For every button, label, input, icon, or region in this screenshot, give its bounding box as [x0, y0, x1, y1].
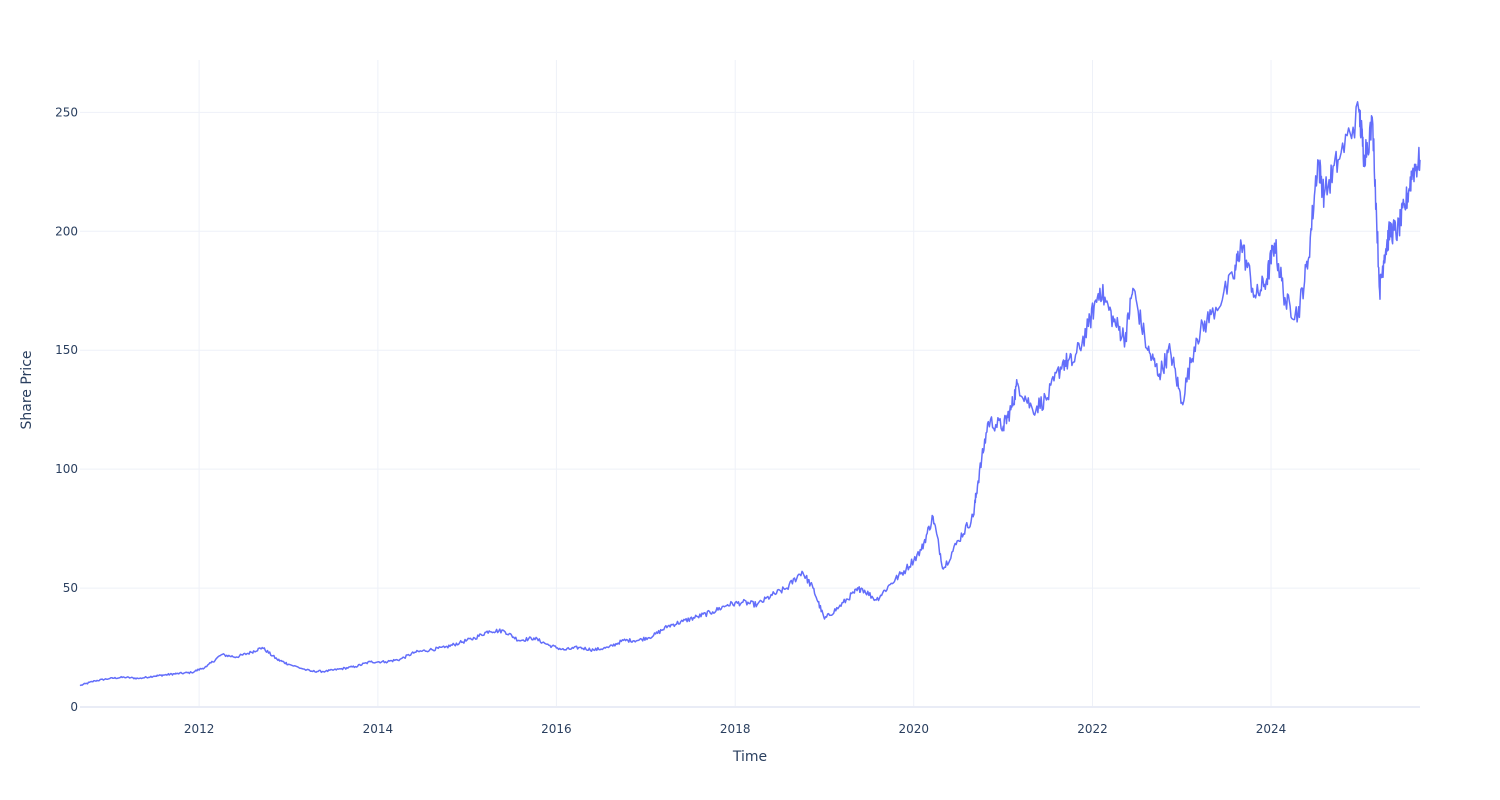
tick-layer: 2012 2014 2016 2018 2020 2022 2024 0 50 100 150 200…	[55, 105, 1286, 736]
y-axis-title: Share Price	[19, 350, 35, 429]
grid-layer	[80, 60, 1420, 708]
y-tick-label: 50	[63, 581, 78, 595]
x-axis-title: Time	[732, 749, 767, 765]
y-tick-label: 150	[55, 343, 78, 357]
x-tick-label: 2020	[898, 722, 929, 736]
x-tick-label: 2012	[184, 722, 215, 736]
x-tick-label: 2022	[1077, 722, 1108, 736]
share-price-series-line	[79, 101, 1421, 687]
y-tick-label: 100	[55, 462, 78, 476]
x-tick-label: 2018	[720, 722, 751, 736]
y-tick-label: 250	[55, 105, 78, 119]
y-tick-label: 200	[55, 224, 78, 238]
series-layer	[79, 101, 1421, 687]
x-tick-label: 2014	[363, 722, 394, 736]
x-tick-label: 2024	[1256, 722, 1287, 736]
x-tick-label: 2016	[541, 722, 572, 736]
y-tick-label: 0	[70, 700, 78, 714]
